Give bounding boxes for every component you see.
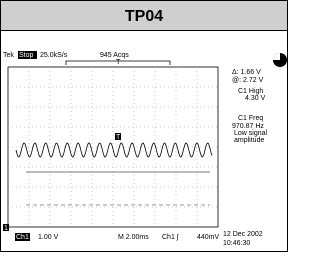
state: Stop [19, 52, 34, 59]
brand: Tek [3, 52, 14, 59]
readout: 4.30 V [245, 95, 266, 102]
trigger-level: 440mV [197, 234, 220, 241]
trigger-position: T [116, 59, 121, 66]
date: 12 Dec 2002 [223, 231, 263, 238]
readout: C1 High [238, 88, 263, 95]
acquisitions: 945 Acqs [100, 52, 129, 59]
channel-marker: 1 [4, 225, 8, 232]
channel: Ch1 [16, 234, 29, 241]
trigger-marker: T [116, 134, 121, 141]
sample-rate: 25.0kS/s [40, 52, 68, 59]
readout: Low signal [234, 130, 268, 137]
readout: amplitude [234, 137, 264, 144]
readout: C1 Freq [238, 115, 263, 122]
time: 10:46:30 [223, 240, 250, 247]
page: TP04 Tek Stop 25.0kS/s 945 Acqs T T 1 Δ:… [0, 0, 288, 252]
figure: TP04 Tek Stop 25.0kS/s 945 Acqs T T 1 Δ:… [0, 0, 288, 252]
readout: @: 2.72 V [232, 77, 264, 84]
readout: 970.87 Hz [232, 123, 264, 130]
timebase: M 2.00ms [118, 234, 149, 241]
readout: Δ: 1.66 V [232, 69, 261, 76]
trigger-source: Ch1 ∫ [162, 234, 180, 241]
title: TP04 [125, 8, 163, 25]
volts-per-div: 1.00 V [38, 234, 59, 241]
